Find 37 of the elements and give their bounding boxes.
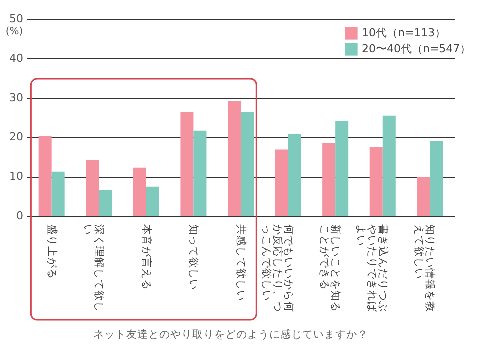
- bar: [288, 134, 302, 216]
- bar: [417, 176, 430, 216]
- bar: [275, 150, 288, 216]
- y-tick-label: 30: [10, 91, 24, 104]
- bar: [322, 143, 336, 216]
- y-tick-label: 20: [10, 130, 24, 144]
- x-tick-label: 知りたい情報を教えて欲しい: [413, 224, 438, 312]
- text: ネット友達とのやり取りをどのように感じていますか？: [94, 328, 368, 341]
- bar: [180, 112, 194, 216]
- y-tick-label: 0: [16, 210, 24, 222]
- x-tick-label: 共感して欲しい: [235, 224, 248, 302]
- bar: [133, 168, 146, 216]
- x-tick-label: 書き込んだりつぶやいたりできればよい: [354, 224, 390, 314]
- bar: [430, 141, 444, 216]
- y-tick-label: 10: [10, 170, 24, 184]
- x-tick-label: 知って欲しい: [188, 224, 200, 290]
- x-tick-label: 新しいことを知ることができる: [318, 224, 343, 312]
- bar: [241, 112, 254, 216]
- legend-label: 10代（n=113）: [362, 26, 446, 40]
- bar: [38, 136, 52, 216]
- bar: [382, 116, 396, 216]
- x-tick-label: 何でもいいから何か反応したり、つっこんで欲しい: [260, 224, 294, 312]
- y-tick-label: 50: [10, 12, 24, 26]
- bar: [99, 190, 112, 216]
- bar: [194, 130, 207, 216]
- bar: [52, 172, 65, 216]
- y-axis-title: (%): [6, 26, 24, 38]
- bar: [370, 147, 383, 216]
- bar: [336, 121, 349, 216]
- x-tick-label: 盛り上がる: [46, 224, 59, 280]
- bar: [228, 100, 241, 216]
- bar: [146, 186, 160, 216]
- x-tick-label: 本音が言える: [140, 224, 154, 290]
- legend-label: 20〜40代（n=547）: [362, 42, 472, 56]
- bar: [86, 160, 100, 216]
- y-tick-label: 40: [10, 52, 24, 65]
- x-tick-label: 深く理解して欲しい: [82, 224, 106, 312]
